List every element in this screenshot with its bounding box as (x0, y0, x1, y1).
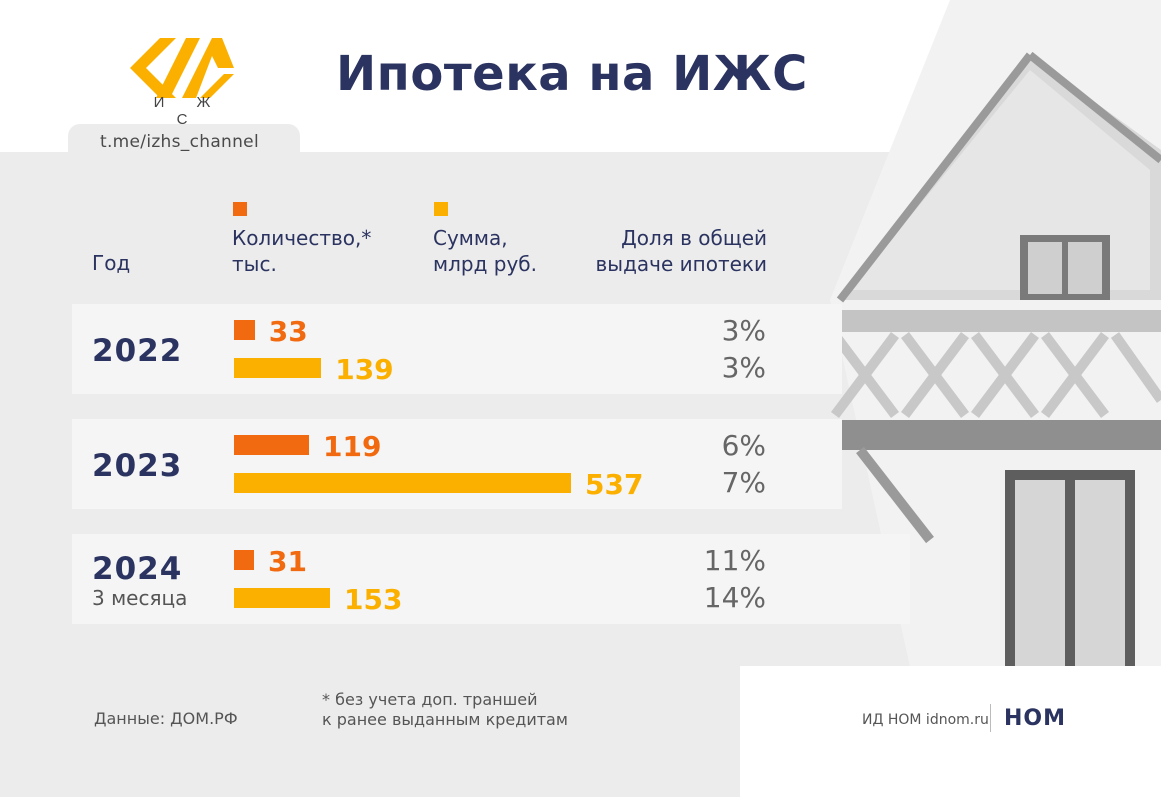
column-header-share-line2: выдаче ипотеки (595, 252, 767, 276)
column-header-share: Доля в общей выдаче ипотеки (596, 225, 767, 277)
column-header-sum-line2: млрд руб. (433, 252, 537, 276)
sum-bar (234, 588, 331, 608)
count-share-label: 11% (703, 544, 766, 577)
column-header-count-line1: Количество,* (232, 226, 372, 250)
column-header-sum: Сумма, млрд руб. (433, 225, 537, 277)
count-bar (234, 550, 254, 570)
count-legend-marker (233, 202, 247, 216)
brand-logo: НОМ (1004, 706, 1067, 731)
page-title: Ипотека на ИЖС (336, 46, 808, 102)
publisher-link[interactable]: ИД НОМ idnom.ru (862, 712, 989, 728)
sum-value-label: 139 (335, 353, 394, 386)
sum-share-label: 3% (721, 351, 766, 384)
count-bar (234, 320, 255, 340)
data-source: Данные: ДОМ.РФ (94, 709, 238, 728)
sum-share-label: 7% (721, 466, 766, 499)
channel-link[interactable]: t.me/izhs_channel (100, 132, 259, 152)
footer-divider (990, 704, 991, 732)
count-bar (234, 435, 309, 455)
count-value-label: 31 (268, 545, 307, 578)
sum-bar (234, 358, 322, 378)
sum-value-label: 537 (585, 468, 644, 501)
sum-share-label: 14% (703, 581, 766, 614)
izhs-logo-icon (130, 38, 234, 98)
column-header-count: Количество,* тыс. (232, 225, 371, 277)
row-band-2023 (72, 419, 842, 509)
sum-value-label: 153 (344, 583, 403, 616)
year-label: 2024 (92, 551, 183, 587)
row-band-2022 (72, 304, 842, 394)
year-label: 2022 (92, 333, 183, 369)
count-value-label: 119 (323, 430, 382, 463)
column-header-year: Год (92, 251, 131, 275)
sum-legend-marker (434, 202, 448, 216)
year-label: 2023 (92, 448, 183, 484)
footer-panel (740, 666, 1161, 797)
house-illustration (825, 0, 1161, 667)
footnote-line2: к ранее выданным кредитам (322, 710, 568, 729)
footnote: * без учета доп. траншей к ранее выданны… (322, 690, 568, 730)
count-value-label: 33 (268, 315, 308, 348)
logo-caption: И Ж С (153, 94, 225, 128)
row-band-2024 (72, 534, 910, 624)
column-header-count-line2: тыс. (232, 252, 277, 276)
column-header-share-line1: Доля в общей (621, 226, 767, 250)
footnote-line1: * без учета доп. траншей (322, 690, 538, 709)
count-share-label: 6% (721, 429, 766, 462)
sum-bar (234, 473, 571, 493)
year-period-note: 3 месяца (92, 586, 188, 610)
column-header-sum-line1: Сумма, (433, 226, 508, 250)
count-share-label: 3% (721, 314, 766, 347)
channel-tab (68, 124, 300, 156)
